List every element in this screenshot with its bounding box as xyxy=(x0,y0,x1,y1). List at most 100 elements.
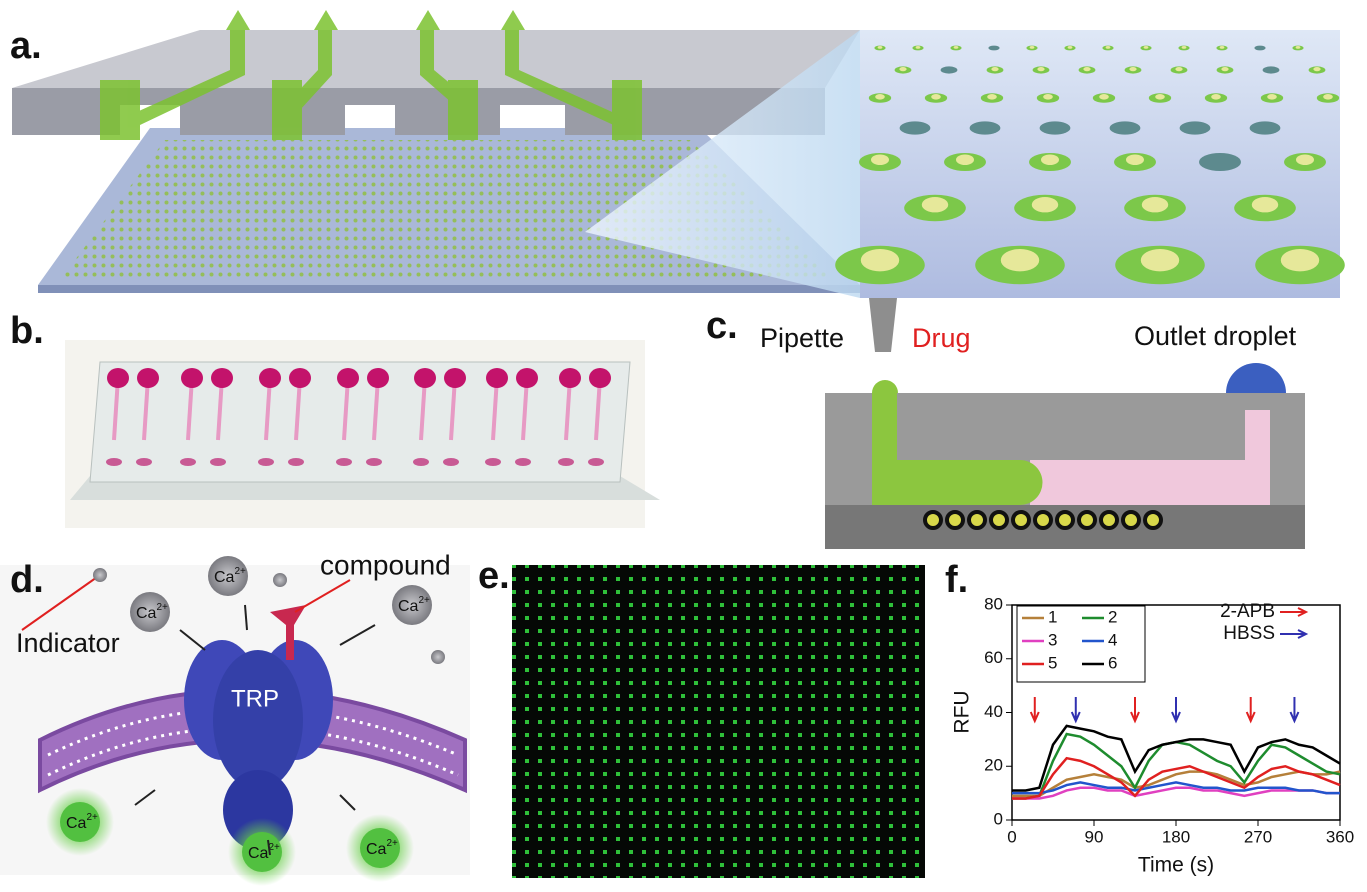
cell xyxy=(1280,249,1320,272)
panel-c: c. Pipette Drug Outlet droplet xyxy=(706,298,1305,549)
cell xyxy=(1037,67,1045,72)
x-tick-label: 270 xyxy=(1244,827,1272,846)
flow-arrow xyxy=(179,629,206,651)
inlet xyxy=(516,368,538,388)
event-arrow xyxy=(1171,697,1181,724)
cell xyxy=(1140,249,1180,272)
cell xyxy=(1155,94,1165,100)
inlet xyxy=(414,368,436,388)
well xyxy=(1199,153,1241,171)
ion-label: Ca2+ xyxy=(366,838,398,859)
channels xyxy=(100,10,642,140)
cell xyxy=(967,510,987,530)
ion-label: Ca2+ xyxy=(214,566,246,587)
inlet xyxy=(107,368,129,388)
cell xyxy=(1031,197,1059,213)
channel xyxy=(521,377,529,441)
cell xyxy=(1099,510,1119,530)
cell xyxy=(1029,46,1035,49)
indicator xyxy=(93,568,107,582)
well xyxy=(940,66,958,74)
drug-channel xyxy=(872,393,1043,505)
cell xyxy=(989,510,1009,530)
well xyxy=(1179,121,1211,135)
outlet xyxy=(258,458,274,466)
cell xyxy=(991,67,999,72)
inlet xyxy=(559,368,581,388)
cell xyxy=(1083,67,1091,72)
channel xyxy=(112,377,120,441)
well xyxy=(1254,45,1266,51)
panel-e: e. xyxy=(478,555,925,878)
cell xyxy=(1000,249,1040,272)
event-arrow xyxy=(1029,697,1040,724)
series-line xyxy=(1012,781,1340,795)
chip xyxy=(89,361,631,483)
panel-f: f. Time (s) RFU 0 20 40 60 80 0 90 180 270 360 1 2 3… xyxy=(945,559,1354,877)
outlet xyxy=(485,458,501,466)
zoom-beam xyxy=(585,30,860,298)
flow-arrow xyxy=(267,839,271,856)
cell xyxy=(1126,154,1144,165)
well xyxy=(1109,121,1141,135)
x-tick-label: 180 xyxy=(1162,827,1190,846)
panel-a: a. xyxy=(10,10,1345,298)
ion xyxy=(392,585,432,625)
inlet xyxy=(367,368,389,388)
y-axis-label: RFU xyxy=(951,690,974,733)
zoom-cells xyxy=(835,45,1345,285)
panel-label: d. xyxy=(10,559,44,601)
outlet xyxy=(336,458,352,466)
ion-label: Ca2+ xyxy=(136,602,168,623)
panel-d: TRP compound Indicator Ca2+Ca2+Ca2+Ca2+C… xyxy=(0,549,470,886)
x-tick-label: 0 xyxy=(1007,827,1016,846)
fluorescent-cells xyxy=(512,565,925,878)
ion-symbol: Ca xyxy=(398,598,419,615)
legend-label: 3 xyxy=(1048,630,1057,649)
channel xyxy=(594,377,602,441)
compound xyxy=(270,605,306,660)
pointer xyxy=(21,574,101,631)
series-line xyxy=(1012,770,1341,798)
cell xyxy=(871,154,889,165)
channel-label: TRP xyxy=(231,685,279,712)
channel xyxy=(186,377,194,441)
arrow-legend-label: 2-APB xyxy=(1220,601,1275,622)
ion-charge: 2+ xyxy=(268,842,280,853)
cell xyxy=(1296,154,1314,165)
cell xyxy=(1211,94,1221,100)
inlet xyxy=(337,368,359,388)
inlet xyxy=(259,368,281,388)
legend-label: 4 xyxy=(1108,630,1117,649)
cell xyxy=(921,197,949,213)
outlet xyxy=(443,458,459,466)
inlet xyxy=(289,368,311,388)
outlet xyxy=(366,458,382,466)
cell xyxy=(1067,46,1073,49)
cell xyxy=(945,510,965,530)
flow-arrow xyxy=(244,604,248,631)
plate-edge xyxy=(38,285,860,293)
x-axis-label: Time (s) xyxy=(1138,854,1214,877)
outlet xyxy=(288,458,304,466)
series-line xyxy=(1012,756,1341,800)
outlet xyxy=(106,458,122,466)
event-arrow xyxy=(1070,697,1081,724)
cell xyxy=(1121,510,1141,530)
cell xyxy=(1143,46,1149,49)
cell xyxy=(877,46,883,49)
flow-arrow xyxy=(134,789,156,806)
drug-label: Drug xyxy=(912,323,971,353)
inlet xyxy=(589,368,611,388)
panel-b: b. xyxy=(10,310,660,528)
pointer xyxy=(294,579,351,613)
legend-label: 6 xyxy=(1108,653,1117,672)
ion xyxy=(60,802,100,842)
inlet xyxy=(181,368,203,388)
well xyxy=(969,121,1001,135)
ions: Ca2+Ca2+Ca2+Ca2+Ca2+ Ca2+ xyxy=(46,556,432,886)
legend-label: 1 xyxy=(1048,607,1057,626)
ion-symbol: Ca xyxy=(366,841,387,858)
outlet-drop xyxy=(1226,363,1286,393)
